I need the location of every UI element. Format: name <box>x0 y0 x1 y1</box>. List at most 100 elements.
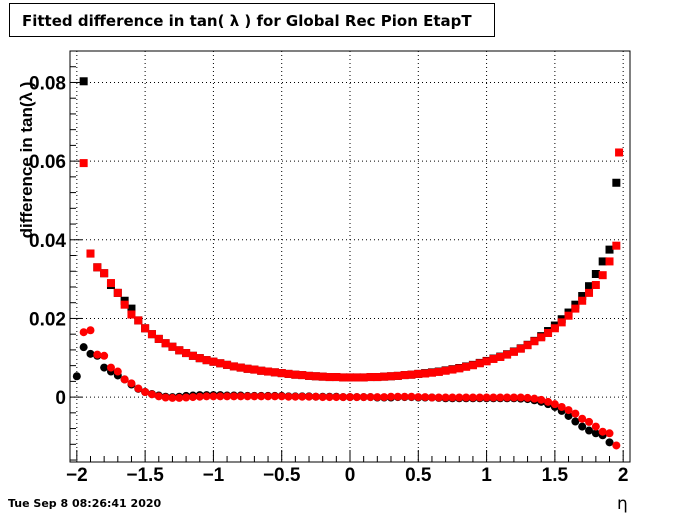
data-point-circle <box>564 411 573 420</box>
data-point-circle <box>434 393 443 402</box>
data-point-circle <box>571 417 580 426</box>
data-point-square <box>612 178 621 187</box>
data-point-circle <box>489 393 498 402</box>
y-tick-label: 0.08 <box>29 73 66 94</box>
data-point-circle <box>339 393 348 402</box>
data-point-square <box>106 279 115 288</box>
data-point-square <box>264 367 273 376</box>
data-point-circle <box>250 392 259 401</box>
chart-title: Fitted difference in tan( λ ) for Global… <box>22 12 472 30</box>
data-point-square <box>591 281 600 290</box>
data-point-circle <box>175 393 184 402</box>
data-point-circle <box>93 350 102 359</box>
data-point-circle <box>468 393 477 402</box>
data-point-circle <box>352 393 361 402</box>
data-point-circle <box>127 379 136 388</box>
data-point-square <box>386 372 395 381</box>
data-point-circle <box>503 393 512 402</box>
data-point-circle <box>537 395 546 404</box>
data-point-circle <box>557 402 566 411</box>
data-point-circle <box>462 393 471 402</box>
data-point-circle <box>113 367 122 376</box>
data-point-circle <box>578 422 587 431</box>
data-point-circle <box>346 393 354 402</box>
data-point-circle <box>612 441 621 450</box>
data-point-circle <box>161 393 170 402</box>
data-point-square <box>305 371 314 380</box>
data-point-square <box>291 370 300 379</box>
data-point-circle <box>407 392 416 401</box>
data-point-square <box>229 362 238 371</box>
data-point-circle <box>264 392 273 401</box>
data-point-square <box>407 370 416 379</box>
data-point-circle <box>229 392 238 401</box>
data-point-square <box>168 342 177 351</box>
data-point-square <box>585 288 594 297</box>
data-point-square <box>250 365 259 374</box>
data-point-square <box>79 159 88 168</box>
data-point-square <box>400 371 409 380</box>
data-point-square <box>332 373 341 382</box>
data-point-square <box>202 356 211 365</box>
data-point-square <box>161 339 170 348</box>
y-tick-label: 0 <box>55 388 66 409</box>
data-point-circle <box>400 392 409 401</box>
title-box: Fitted difference in tan( λ ) for Global… <box>9 3 495 37</box>
data-point-square <box>585 282 594 291</box>
data-point-square <box>86 249 95 258</box>
data-point-square <box>325 373 334 382</box>
data-point-square <box>591 270 600 279</box>
data-point-square <box>598 257 607 266</box>
data-point-circle <box>496 393 505 402</box>
data-point-circle <box>482 393 491 402</box>
data-point-circle <box>154 392 163 401</box>
data-point-circle <box>414 393 423 402</box>
data-point-square <box>544 328 553 337</box>
data-point-square <box>141 324 150 333</box>
data-point-circle <box>530 394 539 403</box>
data-point-circle <box>509 393 518 402</box>
data-point-circle <box>427 393 436 402</box>
data-point-square <box>468 361 477 370</box>
data-point-square <box>414 369 423 378</box>
data-point-circle <box>393 392 402 401</box>
data-point-circle <box>79 343 88 352</box>
data-point-circle <box>257 392 266 401</box>
data-point-square <box>503 350 512 359</box>
data-point-square <box>421 369 430 378</box>
data-point-square <box>113 288 122 297</box>
data-point-circle <box>236 392 245 401</box>
data-point-circle <box>571 409 580 418</box>
data-point-square <box>243 364 252 373</box>
data-point-circle <box>585 426 594 435</box>
data-point-circle <box>106 363 115 372</box>
data-point-circle <box>332 393 341 402</box>
data-point-circle <box>325 393 334 402</box>
data-point-circle <box>386 392 395 401</box>
data-point-square <box>366 373 375 382</box>
x-tick-label: −2 <box>66 465 88 486</box>
data-point-circle <box>591 429 600 438</box>
data-point-circle <box>147 390 156 399</box>
x-axis-label: η <box>617 494 628 514</box>
data-point-square <box>393 371 402 380</box>
data-point-square <box>352 373 361 382</box>
data-point-circle <box>277 392 286 401</box>
data-point-square <box>195 354 204 363</box>
data-point-square <box>530 337 539 346</box>
data-point-square <box>318 372 327 381</box>
data-point-circle <box>79 328 88 337</box>
data-point-circle <box>168 393 177 402</box>
x-tick-label: 2 <box>618 465 629 486</box>
data-point-square <box>455 364 464 373</box>
data-point-square <box>346 373 354 382</box>
data-point-square <box>434 367 443 376</box>
data-point-square <box>475 359 484 368</box>
data-point-circle <box>223 392 232 401</box>
data-point-square <box>120 300 129 309</box>
x-tick-label: 1.5 <box>542 465 569 486</box>
data-point-circle <box>523 393 532 402</box>
data-point-circle <box>366 393 375 402</box>
data-point-square <box>188 351 197 360</box>
